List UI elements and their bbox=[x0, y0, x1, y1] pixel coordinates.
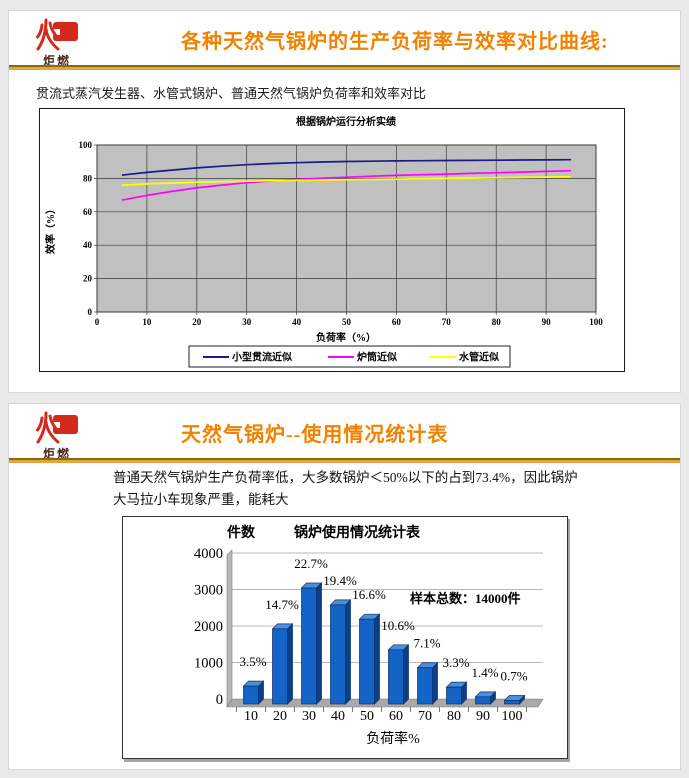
svg-text:40: 40 bbox=[292, 317, 302, 327]
svg-text:样本总数：14000件: 样本总数：14000件 bbox=[410, 591, 521, 606]
svg-text:3.3%: 3.3% bbox=[442, 655, 469, 670]
svg-text:50: 50 bbox=[360, 709, 374, 724]
slide-efficiency-curves: 炬燃 各种天然气锅炉的生产负荷率与效率对比曲线: 贯流式蒸汽发生器、水管式锅炉、… bbox=[8, 10, 681, 393]
svg-text:50: 50 bbox=[342, 317, 352, 327]
svg-text:件数: 件数 bbox=[227, 524, 256, 541]
slide1-subtitle: 贯流式蒸汽发生器、水管式锅炉、普通天然气锅炉负荷率和效率对比 bbox=[36, 86, 427, 101]
svg-text:0: 0 bbox=[216, 692, 223, 708]
svg-text:30: 30 bbox=[302, 709, 316, 724]
logo-text: 炬燃 bbox=[42, 54, 71, 68]
svg-text:炉筒近似: 炉筒近似 bbox=[357, 351, 397, 364]
svg-text:40: 40 bbox=[83, 240, 93, 250]
svg-text:14.7%: 14.7% bbox=[265, 597, 299, 612]
svg-text:100: 100 bbox=[589, 317, 603, 327]
company-logo: 炬燃 bbox=[31, 17, 83, 67]
svg-text:70: 70 bbox=[442, 317, 452, 327]
usage-bar-chart: 件数 锅炉使用情况统计表 0 1000 2000 3000 4000 3.5% 10 14.7% 2… bbox=[194, 524, 544, 747]
svg-text:2000: 2000 bbox=[194, 619, 223, 635]
svg-text:效率（%）: 效率（%） bbox=[44, 204, 57, 254]
svg-text:60: 60 bbox=[83, 207, 93, 217]
svg-text:20: 20 bbox=[83, 274, 93, 284]
logo-text: 炬燃 bbox=[42, 447, 71, 461]
svg-text:0.7%: 0.7% bbox=[500, 668, 527, 683]
svg-text:19.4%: 19.4% bbox=[323, 573, 357, 588]
svg-text:60: 60 bbox=[389, 709, 403, 724]
svg-text:0: 0 bbox=[95, 317, 100, 327]
svg-text:16.6%: 16.6% bbox=[352, 587, 386, 602]
flame-logo-icon bbox=[35, 17, 78, 52]
slide2-title: 天然气锅炉--使用情况统计表 bbox=[181, 424, 449, 446]
efficiency-chart-frame: 根据锅炉运行分析实绩 0 10 20 30 40 50 60 70 80 90 100 0 20 40 60 8… bbox=[39, 108, 625, 372]
svg-text:4000: 4000 bbox=[194, 546, 223, 562]
svg-text:90: 90 bbox=[542, 317, 552, 327]
svg-text:小型贯流近似: 小型贯流近似 bbox=[231, 351, 292, 364]
svg-text:80: 80 bbox=[447, 709, 461, 724]
svg-text:22.7%: 22.7% bbox=[294, 556, 328, 571]
company-logo: 炬燃 bbox=[31, 410, 83, 460]
svg-text:40: 40 bbox=[331, 709, 345, 724]
slide-usage-statistics: 炬燃 天然气锅炉--使用情况统计表 普通天然气锅炉生产负荷率低，大多数锅炉＜50… bbox=[8, 403, 681, 770]
svg-text:80: 80 bbox=[492, 317, 502, 327]
svg-text:80: 80 bbox=[83, 173, 93, 183]
svg-text:0: 0 bbox=[88, 307, 93, 317]
svg-text:90: 90 bbox=[476, 709, 490, 724]
header-rule bbox=[9, 65, 680, 70]
svg-text:20: 20 bbox=[273, 709, 287, 724]
svg-text:3.5%: 3.5% bbox=[239, 654, 266, 669]
slide2-body-text: 普通天然气锅炉生产负荷率低，大多数锅炉＜50%以下的占到73.4%，因此锅炉大马… bbox=[113, 470, 578, 508]
svg-text:负荷率%: 负荷率% bbox=[366, 730, 420, 747]
svg-text:60: 60 bbox=[392, 317, 402, 327]
svg-text:水管近似: 水管近似 bbox=[458, 351, 499, 364]
svg-text:根据锅炉运行分析实绩: 根据锅炉运行分析实绩 bbox=[296, 115, 396, 128]
svg-text:1.4%: 1.4% bbox=[471, 665, 498, 680]
flame-logo-icon bbox=[35, 410, 78, 445]
svg-text:10: 10 bbox=[244, 709, 258, 724]
header-rule bbox=[9, 458, 680, 463]
svg-text:70: 70 bbox=[418, 709, 432, 724]
svg-text:10: 10 bbox=[142, 317, 152, 327]
svg-text:1000: 1000 bbox=[194, 656, 223, 672]
usage-chart-frame: 件数 锅炉使用情况统计表 0 1000 2000 3000 4000 3.5% 10 14.7% 2… bbox=[122, 516, 568, 759]
svg-text:20: 20 bbox=[192, 317, 202, 327]
efficiency-line-chart: 根据锅炉运行分析实绩 0 10 20 30 40 50 60 70 80 90 100 0 20 40 60 8… bbox=[44, 115, 603, 368]
svg-text:100: 100 bbox=[502, 709, 523, 724]
svg-text:3000: 3000 bbox=[194, 583, 223, 599]
svg-text:30: 30 bbox=[242, 317, 252, 327]
slide1-title: 各种天然气锅炉的生产负荷率与效率对比曲线: bbox=[181, 31, 609, 53]
svg-text:锅炉使用情况统计表: 锅炉使用情况统计表 bbox=[294, 524, 421, 541]
svg-text:10.6%: 10.6% bbox=[381, 618, 415, 633]
svg-text:负荷率（%）: 负荷率（%） bbox=[316, 331, 376, 344]
svg-text:7.1%: 7.1% bbox=[413, 636, 440, 651]
svg-text:100: 100 bbox=[79, 140, 93, 150]
